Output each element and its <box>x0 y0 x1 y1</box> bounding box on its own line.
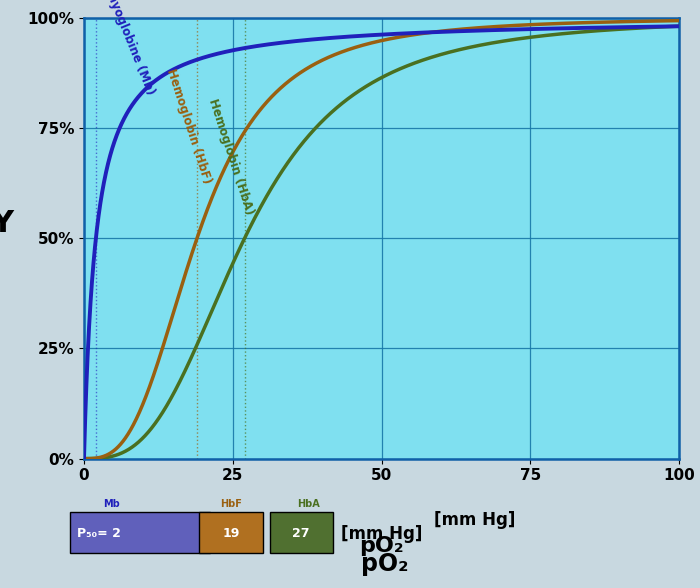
Text: HbA: HbA <box>297 499 319 509</box>
Text: [mm Hg]: [mm Hg] <box>434 512 515 529</box>
Text: 19: 19 <box>223 527 239 540</box>
Text: Hemoglobin (HbA): Hemoglobin (HbA) <box>206 96 256 216</box>
Text: pO₂: pO₂ <box>359 536 404 556</box>
Y-axis label: Y: Y <box>0 209 13 238</box>
Text: Hemoglobin (HbF): Hemoglobin (HbF) <box>164 67 214 185</box>
Text: 27: 27 <box>293 527 309 540</box>
Text: P₅₀= 2: P₅₀= 2 <box>77 527 121 540</box>
Text: HbF: HbF <box>220 499 242 509</box>
X-axis label: [mm Hg]: [mm Hg] <box>341 525 422 543</box>
Text: pO₂: pO₂ <box>361 553 409 576</box>
Text: Mb: Mb <box>104 499 120 509</box>
Text: myoglobine (Mb): myoglobine (Mb) <box>103 0 157 97</box>
